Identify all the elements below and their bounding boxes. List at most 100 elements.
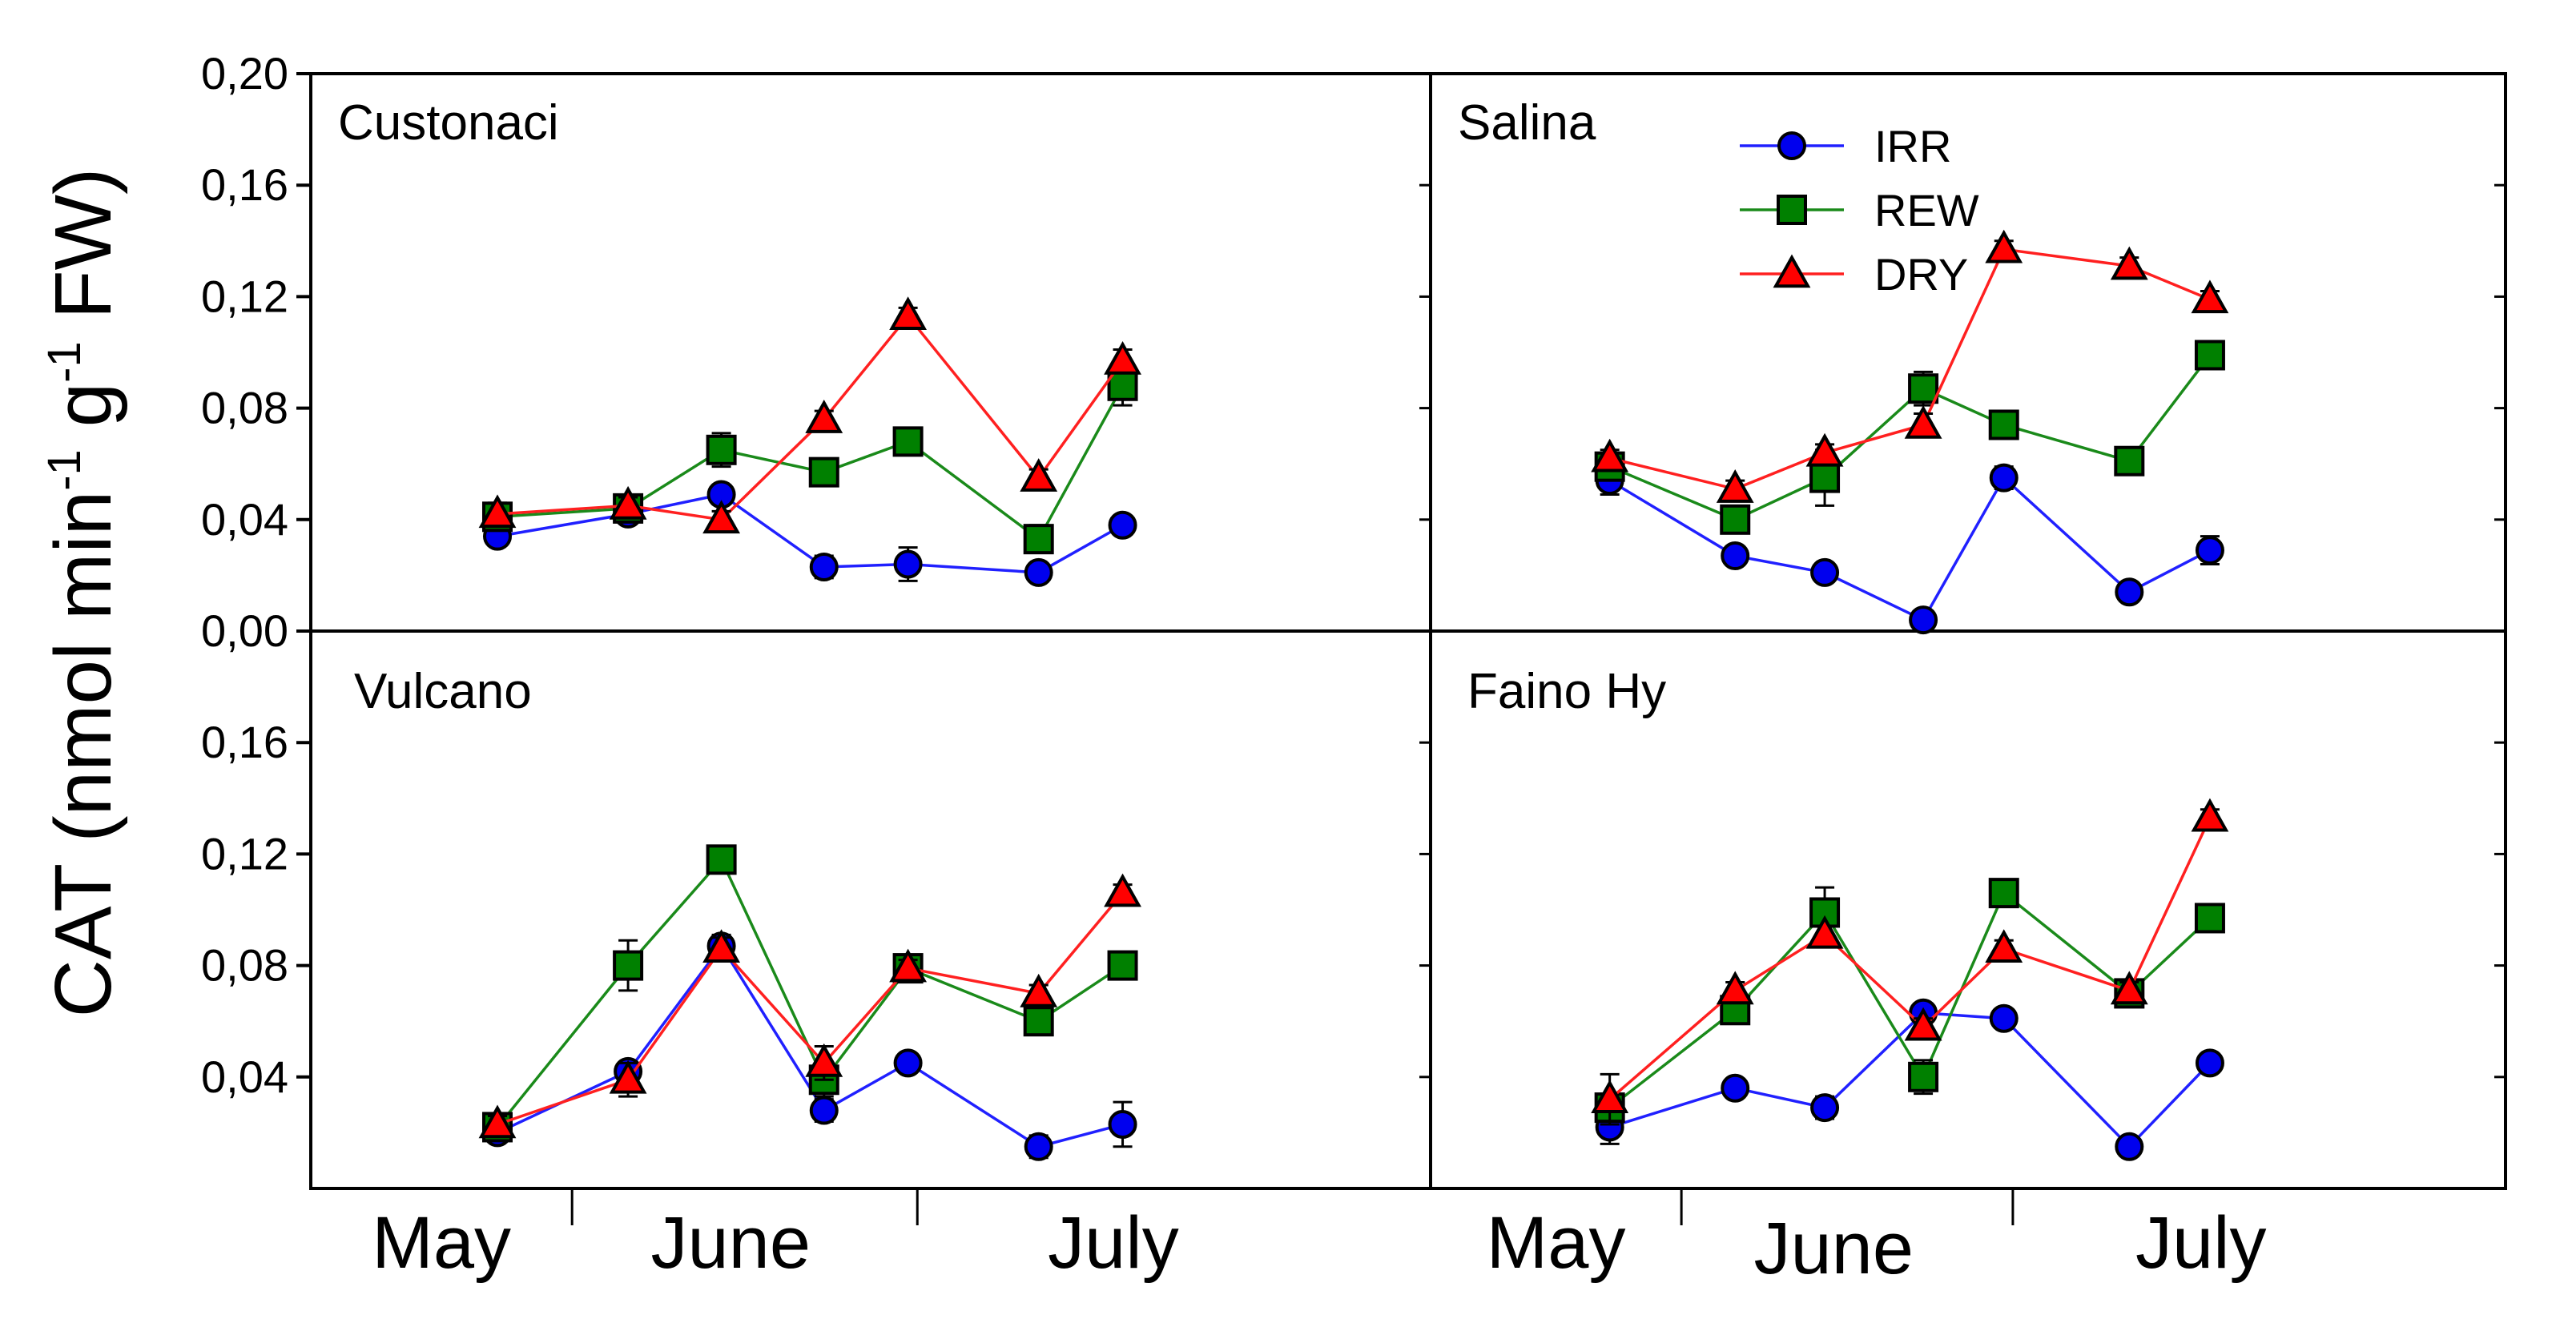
data-point-irr [1989,463,2019,493]
y-tick-label: 0,00 [201,605,288,656]
y-tick-label: 0,04 [201,1052,288,1102]
series-dry [1591,229,2229,503]
data-point-rew [2194,903,2225,934]
legend: IRR REW DRY [1740,121,1979,300]
month-label-may: May [372,1202,511,1284]
legend-marker [1773,254,1811,288]
data-point-rew [706,434,737,465]
y-axis-label-part: g [38,383,128,449]
data-point-rew [1720,504,1751,535]
panel-salina: Salina [1458,95,2229,635]
y-tick-label: 0,04 [201,494,288,545]
data-point-rew [1023,1006,1054,1037]
data-point-dry [1104,340,1141,375]
data-point-dry [702,500,741,534]
data-point-irr [1024,557,1053,587]
y-axis-label-part: CAT (nmol min [38,491,128,1018]
data-point-rew [1988,409,2019,440]
panel-title: Custonaci [338,95,559,151]
series-dry [478,296,1141,534]
y-axis-label-superscript: -1 [38,341,91,383]
data-point-irr [2115,577,2144,607]
legend-entry-rew: REW [1740,185,1979,235]
y-axis-label-part: FW) [38,168,128,342]
data-point-dry [1805,915,1844,949]
data-point-rew [706,844,737,875]
data-point-rew [1107,370,1138,401]
data-point-rew [1809,462,1841,493]
data-point-dry [805,1043,843,1077]
data-point-irr [2195,536,2224,565]
legend-entry-dry: DRY [1740,249,1968,300]
series-irr [1595,463,2224,635]
data-point-dry [478,1104,517,1139]
data-point-irr [1909,605,1938,635]
y-tick-label: 0,16 [201,159,288,210]
panel-vulcano: Vulcano [354,664,1141,1161]
legend-marker [1777,195,1807,225]
series-dry [478,873,1141,1139]
data-point-irr [809,552,839,581]
data-point-irr [2115,1132,2144,1161]
data-point-irr [2195,1048,2224,1078]
data-point-irr [1024,1132,1053,1161]
data-point-irr [1810,1093,1840,1123]
data-point-irr [809,1096,839,1125]
month-label-may: May [1487,1202,1626,1284]
y-tick-label: 0,08 [201,940,288,991]
data-point-dry [609,485,647,520]
data-point-irr [893,1048,923,1078]
data-point-irr [1810,557,1840,587]
legend-marker [1777,131,1806,160]
month-label-june: June [1754,1208,1914,1289]
data-point-dry [1904,404,1942,439]
legend-label: REW [1874,185,1979,235]
y-tick-label: 0,20 [201,48,288,99]
data-point-rew [1107,950,1138,981]
data-point-irr [1721,541,1750,571]
y-axis-label: CAT (nmol min-1 g-1 FW) [38,168,128,1018]
data-point-dry [1020,458,1058,492]
data-point-rew [1988,878,2019,909]
y-tick-label: 0,12 [201,271,288,321]
data-point-dry [1591,1080,1629,1113]
data-point-dry [1591,438,1629,473]
data-point-dry [1716,971,1754,1005]
data-point-dry [1020,973,1058,1007]
plot-area: 0,00 0,04 0,04 0,08 0,08 0,12 0,12 0,16 0,16 0,20… [201,48,2507,1289]
data-point-irr [893,549,923,579]
legend-label: DRY [1874,249,1968,300]
data-point-dry [702,929,741,963]
month-label-june: June [651,1202,811,1284]
y-tick-label: 0,12 [201,828,288,879]
panel-title: Faino Hy [1467,664,1666,719]
data-point-dry [2110,246,2148,280]
data-point-dry [1716,469,1754,503]
data-point-irr [1721,1073,1750,1103]
panel-title: Salina [1458,95,1596,151]
data-point-rew [2194,340,2225,371]
month-label-july: July [1048,1202,1179,1284]
data-point-rew [1908,373,1939,404]
data-point-dry [1904,1007,1942,1041]
data-point-rew [1908,1061,1939,1092]
y-tick-label: 0,08 [201,383,288,433]
data-point-dry [889,948,928,983]
data-point-dry [805,400,843,433]
data-point-dry [1104,873,1141,907]
data-point-dry [1985,929,2023,963]
data-point-rew [892,426,924,457]
data-point-dry [478,494,517,529]
data-point-dry [1805,432,1844,467]
legend-entry-irr: IRR [1740,121,1951,171]
data-point-dry [2191,798,2229,832]
y-tick-label: 0,16 [201,717,288,767]
legend-label: IRR [1874,121,1951,171]
data-point-irr [1108,1109,1137,1139]
panel-custonaci: Custonaci [338,95,1141,587]
series-dry [1591,798,2229,1126]
data-point-dry [2110,971,2148,1005]
data-point-dry [609,1060,647,1094]
y-axis-label-superscript: -1 [38,449,91,491]
